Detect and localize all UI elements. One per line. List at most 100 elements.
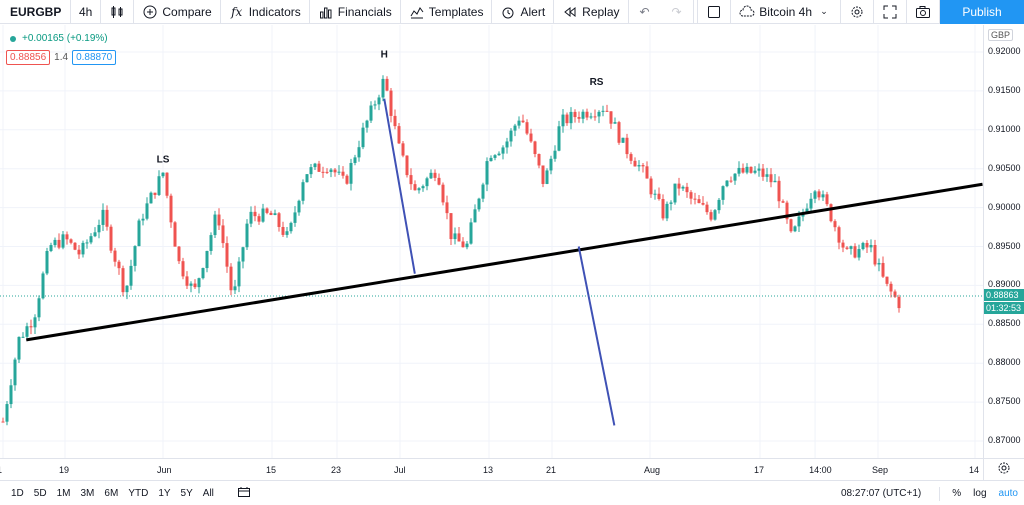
- buy-price[interactable]: 0.88870: [72, 50, 117, 65]
- axis-settings-button[interactable]: [983, 458, 1024, 480]
- log-toggle[interactable]: log: [973, 488, 987, 499]
- range-1m[interactable]: 1M: [56, 487, 71, 499]
- auto-toggle[interactable]: auto: [998, 488, 1018, 499]
- candle-up: [89, 236, 93, 243]
- fullscreen-button[interactable]: [874, 0, 907, 24]
- time-axis[interactable]: 1 19 Jun 15 23 Jul 13 21 Aug 17 14:00 Sep 14: [0, 458, 983, 480]
- candle-up: [481, 184, 485, 199]
- replay-label: Replay: [582, 4, 620, 19]
- candle-up: [809, 198, 813, 209]
- candle-up: [21, 336, 25, 338]
- candle-up: [141, 218, 145, 221]
- percent-toggle[interactable]: %: [952, 488, 962, 499]
- range-5d[interactable]: 5D: [33, 487, 47, 499]
- templates-icon: [409, 4, 425, 20]
- candle-up: [53, 239, 57, 246]
- range-1y[interactable]: 1Y: [158, 487, 171, 499]
- publish-button[interactable]: Publish: [940, 0, 1024, 24]
- candles-icon: [109, 4, 125, 20]
- chart-pane[interactable]: LS H RS: [0, 25, 983, 458]
- candle-down: [885, 276, 889, 284]
- candle-up: [745, 166, 749, 173]
- top-toolbar: EURGBP 4h Compare fx Indicators Financia…: [0, 0, 1024, 24]
- candle-up: [421, 186, 425, 189]
- sell-price[interactable]: 0.88856: [6, 50, 51, 65]
- candle-down: [257, 216, 261, 222]
- candle-up: [797, 216, 801, 227]
- candle-up: [61, 234, 65, 248]
- redo-button[interactable]: ↷: [661, 0, 694, 24]
- candle-up: [9, 385, 13, 405]
- settings-button[interactable]: [841, 0, 874, 24]
- range-1d[interactable]: 1D: [11, 487, 24, 499]
- candle-up: [137, 220, 141, 247]
- candle-up: [125, 285, 129, 293]
- layout-name-button[interactable]: Bitcoin 4h ⌄: [731, 0, 841, 24]
- candle-down: [573, 111, 577, 118]
- candle-down: [193, 283, 197, 288]
- clock[interactable]: 08:27:07 (UTC+1): [840, 488, 922, 499]
- candle-down: [405, 155, 409, 176]
- fullscreen-layout-button[interactable]: [697, 0, 732, 24]
- indicators-button[interactable]: fx Indicators: [221, 0, 310, 24]
- candle-down: [577, 117, 581, 119]
- range-6m[interactable]: 6M: [104, 487, 119, 499]
- candle-up: [877, 262, 881, 265]
- undo-button[interactable]: ↶: [629, 0, 661, 24]
- candle-down: [541, 165, 545, 184]
- financials-button[interactable]: Financials: [310, 0, 401, 24]
- candle-down: [685, 186, 689, 193]
- candle-down: [229, 266, 233, 291]
- replay-button[interactable]: Replay: [554, 0, 629, 24]
- candle-down: [889, 283, 893, 292]
- candle-down: [833, 221, 837, 228]
- time-tick-label: Sep: [872, 465, 889, 475]
- pattern-label-rs: RS: [590, 77, 604, 88]
- candle-down: [873, 245, 877, 265]
- compare-button[interactable]: Compare: [134, 0, 221, 24]
- candle-down: [165, 172, 169, 196]
- candle-up: [237, 261, 241, 287]
- price-tick-label: 0.87000: [988, 435, 1021, 445]
- candle-up: [753, 170, 757, 173]
- candle-down: [689, 192, 693, 199]
- chart-type-button[interactable]: [101, 0, 135, 24]
- candle-up: [205, 250, 209, 269]
- candle-down: [277, 213, 281, 227]
- candle-up: [589, 116, 593, 118]
- candle-up: [501, 147, 505, 154]
- candle-up: [285, 231, 289, 235]
- candle-up: [793, 226, 797, 232]
- gear-icon: [997, 461, 1011, 478]
- snapshot-button[interactable]: [907, 0, 940, 24]
- goto-date-icon[interactable]: [237, 486, 251, 501]
- candle-up: [569, 111, 573, 124]
- candle-down: [617, 122, 621, 143]
- symbol-search[interactable]: EURGBP: [0, 0, 71, 24]
- range-5y[interactable]: 5Y: [180, 487, 193, 499]
- candle-up: [93, 232, 97, 237]
- candle-up: [157, 176, 161, 195]
- candle-down: [529, 133, 533, 142]
- candle-up: [197, 278, 201, 288]
- price-axis[interactable]: GBP 0.92000 0.91500 0.91000 0.90500 0.90000 0…: [983, 25, 1024, 458]
- range-3m[interactable]: 3M: [80, 487, 95, 499]
- expand-icon: [882, 4, 898, 20]
- range-ytd[interactable]: YTD: [128, 487, 149, 499]
- candle-down: [269, 212, 273, 215]
- candle-up: [713, 210, 717, 220]
- candle-down: [121, 268, 125, 293]
- templates-button[interactable]: Templates: [401, 0, 493, 24]
- financials-label: Financials: [337, 4, 392, 19]
- range-all[interactable]: All: [202, 487, 214, 499]
- candle-up: [857, 249, 861, 258]
- price-change: +0.00165 (+0.19%): [22, 33, 108, 44]
- price-chart[interactable]: LS H RS: [0, 25, 983, 458]
- interval-button[interactable]: 4h: [71, 0, 102, 24]
- candle-down: [29, 326, 33, 328]
- candle-up: [621, 137, 625, 143]
- alert-button[interactable]: Alert: [492, 0, 555, 24]
- undo-icon: ↶: [639, 4, 650, 19]
- candle-down: [893, 291, 897, 297]
- function-icon: fx: [231, 4, 243, 19]
